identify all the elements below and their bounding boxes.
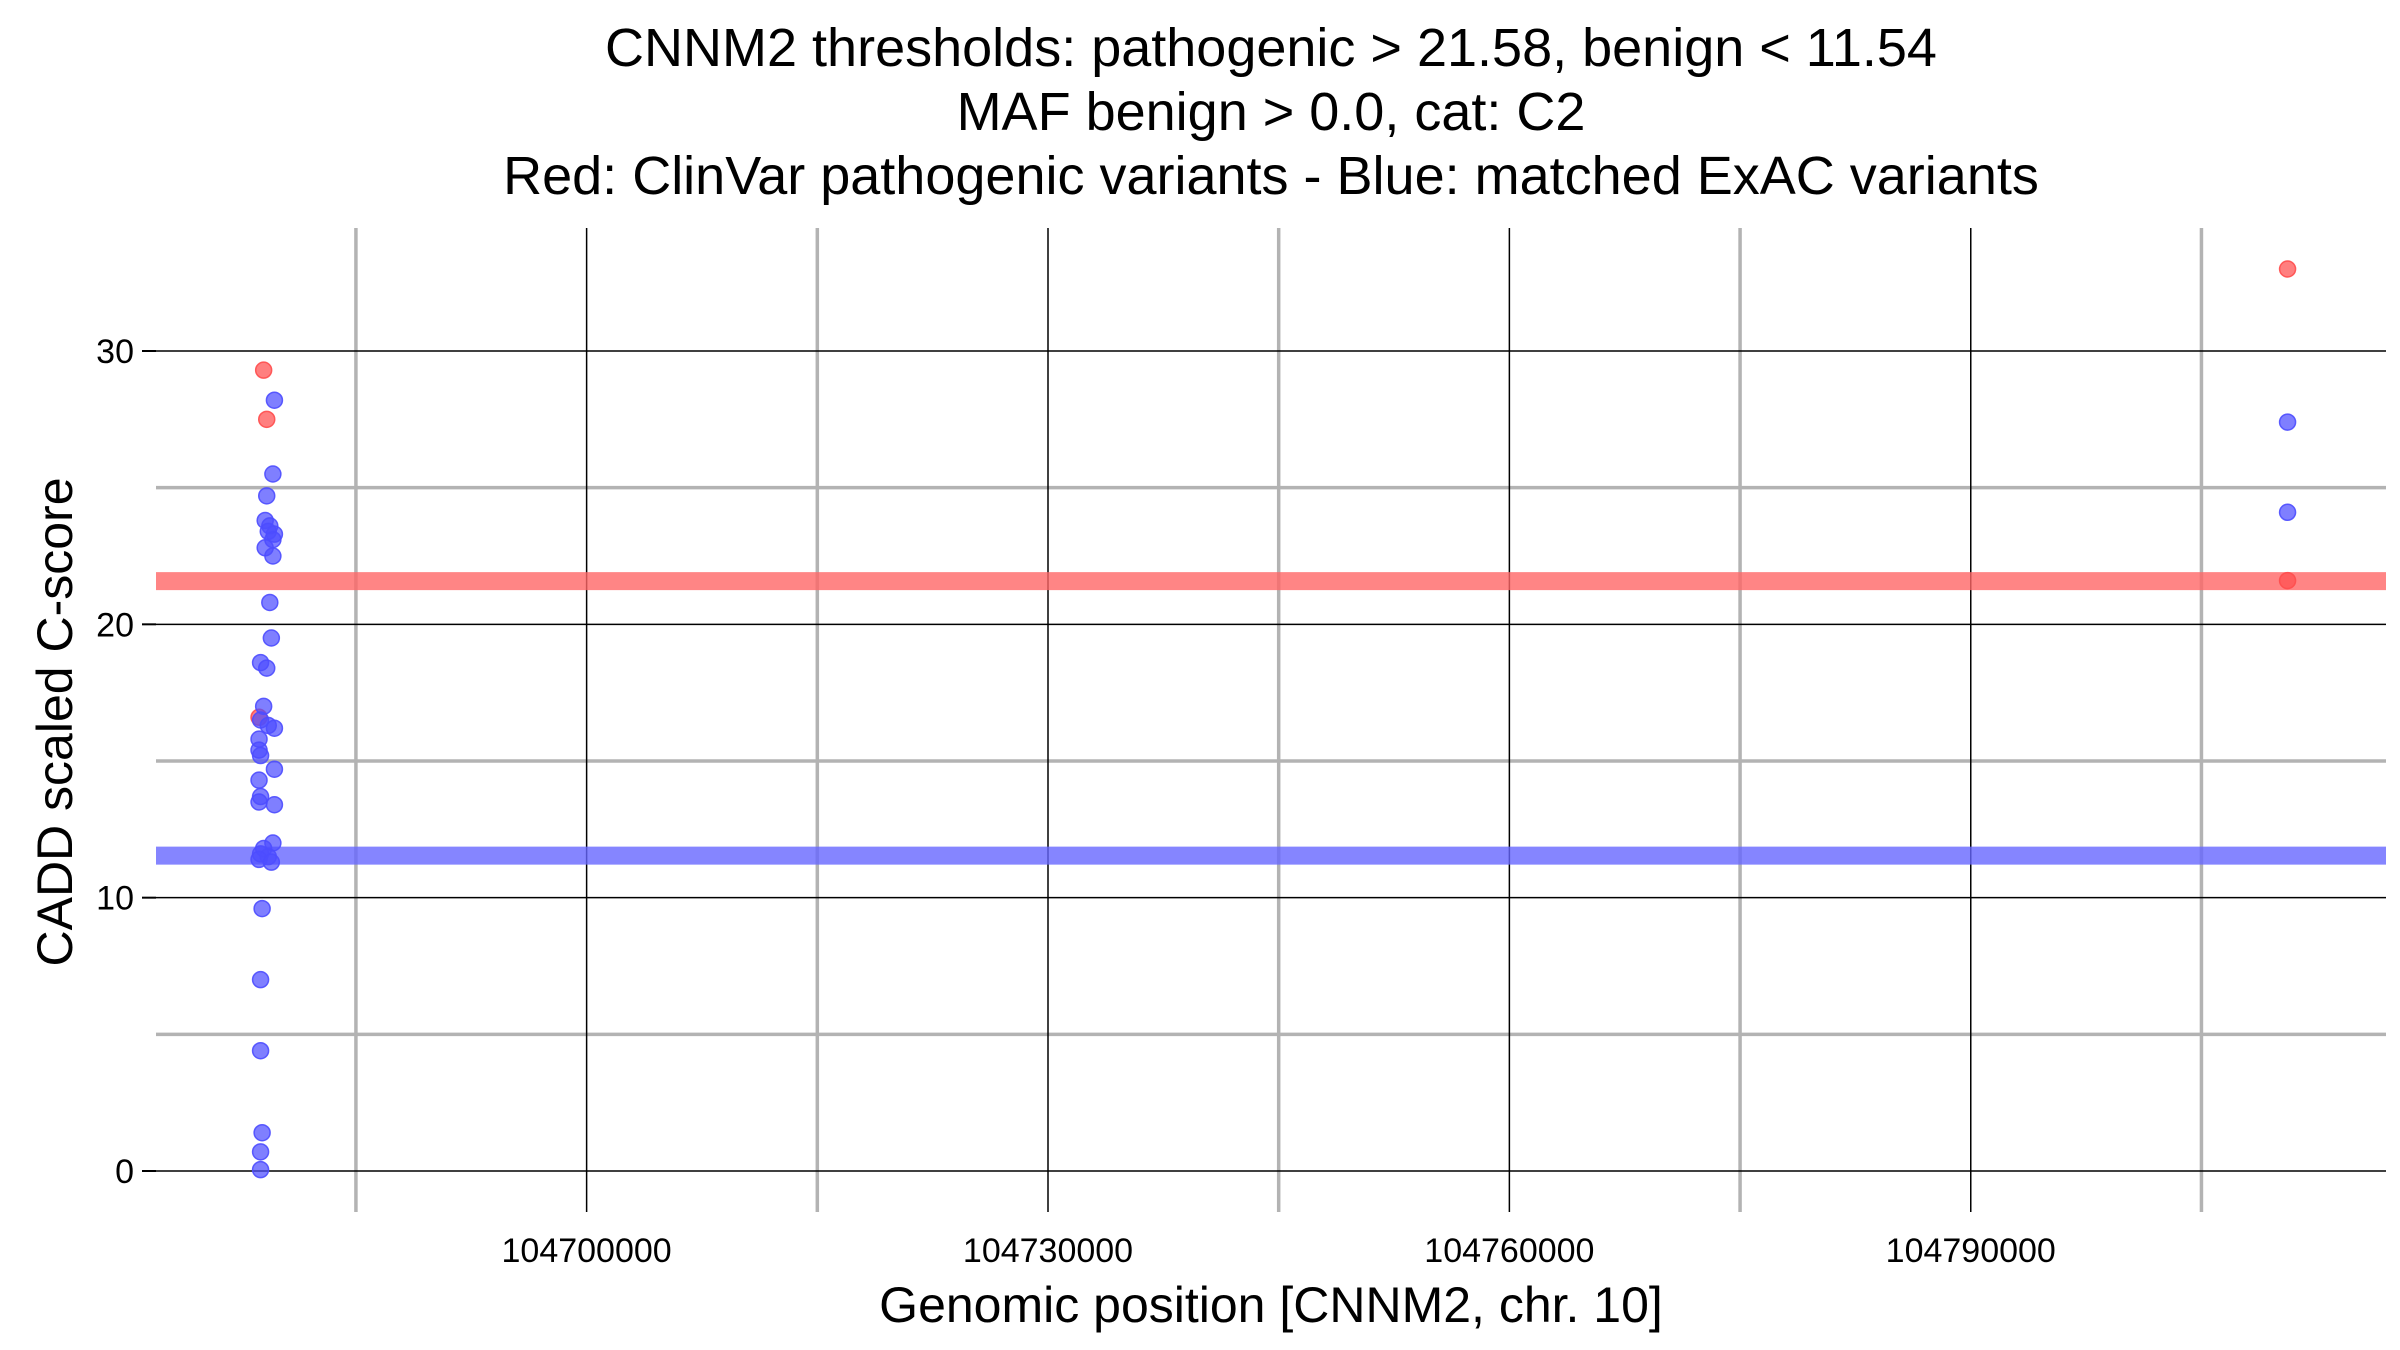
exac-point <box>251 1143 270 1161</box>
exac-point <box>251 970 270 989</box>
y-axis-label: CADD scaled C-score <box>27 477 83 967</box>
chart-title: CNNM2 thresholds: pathogenic > 21.58, be… <box>156 16 2386 208</box>
exac-point <box>253 899 271 918</box>
y-tick-label-1: 10 <box>96 880 134 918</box>
exac-point <box>251 1160 270 1179</box>
threshold-layer <box>156 572 2386 865</box>
y-tick-label-2: 20 <box>96 606 134 644</box>
points-layer <box>250 260 2297 1179</box>
clinvar-point <box>2278 260 2297 278</box>
exac-point <box>253 1123 271 1142</box>
axis-layer: 0 10 20 30 104700000 104730000 104760000 104790… <box>96 333 2056 1270</box>
exac-point <box>2278 503 2297 522</box>
exac-point <box>250 793 268 811</box>
exac-point <box>262 853 281 871</box>
clinvar-point <box>257 410 276 429</box>
title-line-2: MAF benign > 0.0, cat: C2 <box>956 82 1586 142</box>
exac-point <box>264 547 282 565</box>
exac-point <box>265 760 284 778</box>
exac-point <box>264 465 282 483</box>
exac-point <box>257 659 276 677</box>
exac-point <box>265 391 284 409</box>
y-tick-label-3: 30 <box>96 333 134 371</box>
exac-point <box>251 746 270 765</box>
exac-point <box>265 795 284 814</box>
x-tick-label-2: 104760000 <box>1424 1232 1594 1270</box>
exac-point <box>250 771 268 789</box>
exac-point <box>262 629 281 647</box>
clinvar-point <box>254 361 273 379</box>
x-tick-label-1: 104730000 <box>963 1232 1133 1270</box>
exac-point <box>257 487 276 505</box>
exac-point <box>251 1041 270 1060</box>
title-line-1: CNNM2 thresholds: pathogenic > 21.58, be… <box>605 18 1937 78</box>
clinvar-point <box>2278 571 2297 590</box>
y-tick-label-0: 0 <box>115 1153 134 1191</box>
x-tick-label-3: 104790000 <box>1886 1232 2056 1270</box>
x-axis-label: Genomic position [CNNM2, chr. 10] <box>879 1277 1663 1333</box>
title-line-3: Red: ClinVar pathogenic variants - Blue:… <box>503 146 2039 206</box>
grid-layer <box>156 228 2386 1212</box>
exac-point <box>261 593 279 612</box>
exac-point <box>2278 413 2297 431</box>
x-tick-label-0: 104700000 <box>502 1232 672 1270</box>
exac-point <box>265 719 284 737</box>
